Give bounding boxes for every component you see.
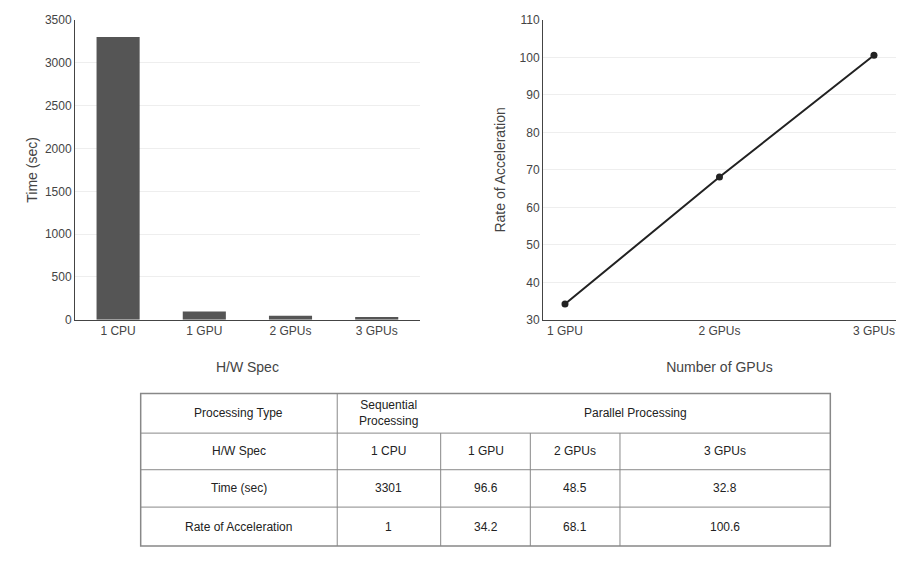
svg-text:1 CPU: 1 CPU [371,444,406,458]
svg-text:1000: 1000 [45,227,72,241]
svg-text:110: 110 [520,13,539,27]
svg-text:1: 1 [385,520,392,534]
svg-text:50: 50 [526,238,540,252]
svg-text:2 GPUs: 2 GPUs [554,444,596,458]
svg-text:2500: 2500 [45,99,72,113]
svg-text:3 GPUs: 3 GPUs [853,324,895,338]
svg-text:Rate of Acceleration: Rate of Acceleration [185,520,292,534]
svg-text:30: 30 [526,313,540,327]
svg-text:32.8: 32.8 [713,481,737,495]
svg-text:2 GPUs: 2 GPUs [698,324,740,338]
svg-text:H/W Spec: H/W Spec [216,359,279,375]
svg-text:100: 100 [520,51,540,65]
svg-text:100.6: 100.6 [710,520,740,534]
svg-text:Rate of Acceleration: Rate of Acceleration [492,107,508,232]
svg-text:Time (sec): Time (sec) [211,481,267,495]
svg-text:80: 80 [526,126,540,140]
svg-text:Processing Type: Processing Type [194,406,283,420]
svg-text:1 GPU: 1 GPU [186,324,222,338]
svg-text:34.2: 34.2 [474,520,498,534]
svg-text:0: 0 [65,313,72,327]
svg-text:2 GPUs: 2 GPUs [270,324,312,338]
svg-text:1 GPU: 1 GPU [468,444,504,458]
svg-text:SequentialProcessing: SequentialProcessing [359,398,418,428]
svg-text:Number of GPUs: Number of GPUs [666,359,773,375]
svg-text:Parallel Processing: Parallel Processing [584,406,687,420]
svg-text:H/W Spec: H/W Spec [212,444,266,458]
svg-text:1500: 1500 [45,185,72,199]
svg-text:96.6: 96.6 [474,481,498,495]
svg-text:40: 40 [526,276,540,290]
svg-text:3500: 3500 [45,13,72,27]
svg-text:500: 500 [52,270,72,284]
svg-text:60: 60 [526,201,540,215]
svg-text:3301: 3301 [375,481,402,495]
svg-text:3 GPUs: 3 GPUs [356,324,398,338]
svg-text:3 GPUs: 3 GPUs [704,444,746,458]
svg-text:68.1: 68.1 [563,520,587,534]
svg-text:90: 90 [526,88,540,102]
svg-text:2000: 2000 [45,142,72,156]
svg-text:3000: 3000 [45,56,72,70]
svg-text:Time (sec): Time (sec) [24,137,40,203]
svg-text:70: 70 [526,163,540,177]
svg-text:48.5: 48.5 [563,481,587,495]
svg-text:1 GPU: 1 GPU [547,324,583,338]
svg-text:1 CPU: 1 CPU [100,324,135,338]
